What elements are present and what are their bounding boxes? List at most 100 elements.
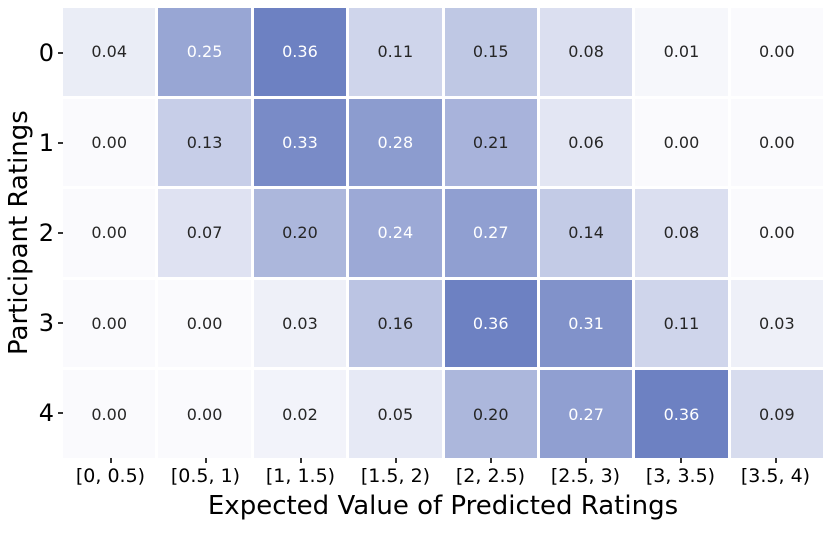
y-tick-label: 1 bbox=[38, 129, 54, 157]
x-tick-label: [3.5, 4) bbox=[740, 465, 811, 487]
cell-value: 0.16 bbox=[377, 314, 414, 334]
cell-value: 0.14 bbox=[568, 223, 604, 243]
cell-value: 0.04 bbox=[91, 42, 127, 62]
heatmap-cell: 0.11 bbox=[635, 279, 728, 368]
cell-value: 0.00 bbox=[91, 404, 127, 424]
cell-value: 0.02 bbox=[282, 404, 318, 424]
heatmap-cell: 0.24 bbox=[349, 189, 442, 277]
cell-value: 0.05 bbox=[377, 404, 414, 424]
heatmap-cell: 0.20 bbox=[444, 370, 537, 458]
cell-value: 0.00 bbox=[91, 223, 127, 243]
x-tick-label: [2.5, 3) bbox=[550, 465, 621, 487]
heatmap-grid: 0.04 0.25 0.36 0.11 0.15 0.08 0.01 0.00 0.00 0.13… bbox=[63, 8, 823, 458]
heatmap-cell: 0.07 bbox=[158, 189, 251, 277]
heatmap-cell: 0.08 bbox=[539, 8, 633, 96]
heatmap-cell: 0.27 bbox=[539, 370, 633, 458]
x-tick: [1, 1.5) bbox=[253, 458, 348, 487]
heatmap-cell: 0.02 bbox=[253, 370, 347, 458]
x-tick-label: [3, 3.5) bbox=[645, 465, 716, 487]
y-tick: 1 bbox=[0, 98, 63, 188]
cell-value: 0.20 bbox=[472, 404, 509, 424]
heatmap-cell: 0.00 bbox=[730, 8, 823, 96]
y-tick-label: 2 bbox=[38, 219, 54, 247]
heatmap-cell: 0.09 bbox=[730, 370, 823, 458]
heatmap-cell: 0.00 bbox=[730, 98, 823, 187]
heatmap-cell: 0.11 bbox=[349, 8, 442, 96]
heatmap-cell: 0.01 bbox=[635, 8, 728, 96]
x-axis-title: Expected Value of Predicted Ratings bbox=[207, 491, 679, 521]
heatmap-cell: 0.00 bbox=[158, 279, 251, 368]
x-tick-label: [1.5, 2) bbox=[360, 465, 431, 487]
y-tick-label: 3 bbox=[38, 309, 54, 337]
y-axis-tick-labels: 0 1 2 3 4 bbox=[0, 8, 63, 458]
x-tick: [2, 2.5) bbox=[443, 458, 538, 487]
heatmap-cell: 0.00 bbox=[635, 98, 728, 187]
cell-value: 0.08 bbox=[568, 42, 604, 62]
cell-value: 0.11 bbox=[377, 42, 414, 62]
cell-value: 0.36 bbox=[282, 42, 318, 62]
heatmap-cell: 0.06 bbox=[539, 98, 633, 187]
heatmap-cell: 0.36 bbox=[444, 279, 537, 368]
cell-value: 0.00 bbox=[186, 404, 223, 424]
y-tick-mark bbox=[58, 232, 63, 234]
y-tick: 2 bbox=[0, 188, 63, 278]
cell-value: 0.00 bbox=[91, 314, 127, 334]
cell-value: 0.25 bbox=[186, 42, 223, 62]
cell-value: 0.03 bbox=[282, 314, 318, 334]
cell-value: 0.21 bbox=[472, 132, 509, 152]
cell-value: 0.08 bbox=[663, 223, 700, 243]
heatmap-cell: 0.05 bbox=[349, 370, 442, 458]
heatmap-cell: 0.36 bbox=[253, 8, 347, 96]
x-tick-mark bbox=[299, 458, 302, 463]
x-tick: [0.5, 1) bbox=[158, 458, 253, 487]
heatmap-cell: 0.21 bbox=[444, 98, 537, 187]
heatmap-cell: 0.33 bbox=[253, 98, 347, 187]
heatmap-cell: 0.00 bbox=[63, 98, 156, 187]
cell-value: 0.15 bbox=[472, 42, 509, 62]
heatmap-cell: 0.25 bbox=[158, 8, 251, 96]
cell-value: 0.00 bbox=[759, 223, 795, 243]
x-tick-mark bbox=[679, 458, 682, 463]
y-tick-label: 0 bbox=[38, 39, 54, 67]
x-tick: [2.5, 3) bbox=[538, 458, 633, 487]
x-tick-label: [1, 1.5) bbox=[265, 465, 336, 487]
x-tick-label: [0.5, 1) bbox=[170, 465, 241, 487]
x-axis-tick-labels: [0, 0.5) [0.5, 1) [1, 1.5) [1.5, 2) [2, 2.5)… bbox=[63, 458, 823, 487]
heatmap-cell: 0.16 bbox=[349, 279, 442, 368]
x-tick-label: [2, 2.5) bbox=[455, 465, 526, 487]
heatmap-cell: 0.15 bbox=[444, 8, 537, 96]
cell-value: 0.00 bbox=[91, 132, 127, 152]
y-tick-mark bbox=[58, 412, 63, 414]
x-tick-mark bbox=[584, 458, 587, 463]
cell-value: 0.00 bbox=[759, 132, 795, 152]
cell-value: 0.06 bbox=[568, 132, 604, 152]
heatmap-cell: 0.14 bbox=[539, 189, 633, 277]
x-tick-label: [0, 0.5) bbox=[75, 465, 146, 487]
heatmap-cell: 0.08 bbox=[635, 189, 728, 277]
heatmap-cell: 0.03 bbox=[253, 279, 347, 368]
heatmap-cell: 0.00 bbox=[158, 370, 251, 458]
y-tick: 0 bbox=[0, 8, 63, 98]
y-tick-mark bbox=[58, 322, 63, 324]
heatmap-cell: 0.36 bbox=[635, 370, 728, 458]
heatmap-cell: 0.03 bbox=[730, 279, 823, 368]
y-tick: 3 bbox=[0, 278, 63, 368]
cell-value: 0.28 bbox=[377, 132, 414, 152]
cell-value: 0.07 bbox=[186, 223, 223, 243]
cell-value: 0.20 bbox=[282, 223, 318, 243]
cell-value: 0.36 bbox=[472, 314, 509, 334]
cell-value: 0.27 bbox=[568, 404, 604, 424]
y-tick: 4 bbox=[0, 368, 63, 458]
y-tick-label: 4 bbox=[38, 399, 54, 427]
heatmap-cell: 0.04 bbox=[63, 8, 156, 96]
heatmap-cell: 0.31 bbox=[539, 279, 633, 368]
x-tick-mark bbox=[489, 458, 492, 463]
x-tick: [3, 3.5) bbox=[633, 458, 728, 487]
cell-value: 0.13 bbox=[186, 132, 223, 152]
heatmap-cell: 0.00 bbox=[63, 370, 156, 458]
heatmap-cell: 0.00 bbox=[63, 279, 156, 368]
cell-value: 0.11 bbox=[663, 314, 700, 334]
y-tick-mark bbox=[58, 142, 63, 144]
heatmap-cell: 0.20 bbox=[253, 189, 347, 277]
